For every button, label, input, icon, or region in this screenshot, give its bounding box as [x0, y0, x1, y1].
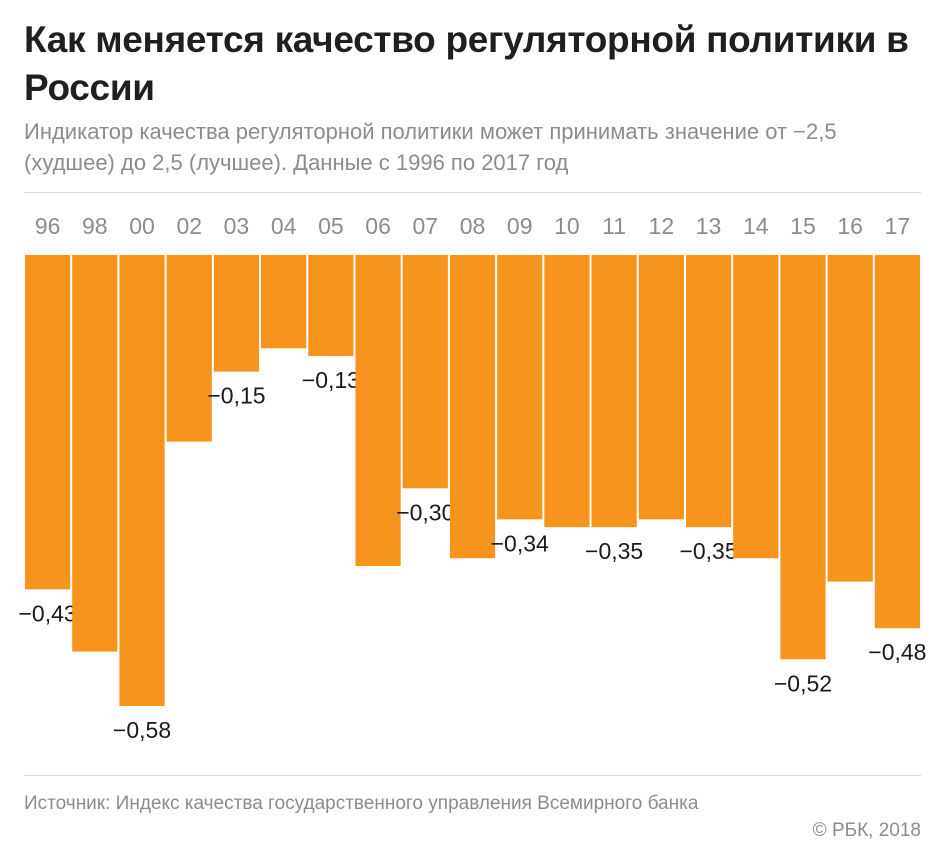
value-label-11: −0,35 — [585, 538, 643, 564]
value-label-96: −0,43 — [19, 600, 77, 626]
year-label-17: 17 — [885, 213, 911, 239]
year-label-12: 12 — [649, 213, 675, 239]
year-label-13: 13 — [696, 213, 722, 239]
year-label-06: 06 — [365, 213, 391, 239]
top-divider — [24, 192, 921, 193]
bar-96 — [25, 255, 71, 590]
year-label-96: 96 — [35, 213, 61, 239]
bar-12 — [638, 255, 684, 520]
value-label-03: −0,15 — [207, 383, 265, 409]
value-label-09: −0,34 — [491, 530, 549, 556]
bar-02 — [166, 255, 212, 442]
source-note: Источник: Индекс качества государственно… — [24, 793, 699, 814]
year-label-07: 07 — [412, 213, 438, 239]
year-label-15: 15 — [790, 213, 816, 239]
year-label-98: 98 — [82, 213, 108, 239]
bar-04 — [261, 255, 307, 349]
chart-subtitle: Индикатор качества регуляторной политики… — [24, 119, 837, 175]
bar-14 — [733, 255, 779, 559]
value-label-00: −0,58 — [113, 717, 171, 743]
year-label-02: 02 — [176, 213, 202, 239]
value-label-15: −0,52 — [774, 670, 832, 696]
bar-10 — [544, 255, 590, 528]
value-label-13: −0,35 — [679, 538, 737, 564]
value-label-07: −0,30 — [396, 499, 454, 525]
bar-08 — [449, 255, 496, 559]
bar-03 — [213, 255, 260, 372]
bar-98 — [72, 255, 118, 652]
year-label-05: 05 — [318, 213, 344, 239]
bar-00 — [119, 255, 165, 706]
year-label-14: 14 — [743, 213, 769, 239]
bar-11 — [591, 255, 637, 528]
year-label-10: 10 — [554, 213, 580, 239]
year-label-04: 04 — [271, 213, 297, 239]
year-label-16: 16 — [837, 213, 863, 239]
year-label-09: 09 — [507, 213, 533, 239]
value-label-17: −0,48 — [868, 639, 926, 665]
year-label-11: 11 — [602, 213, 626, 239]
bar-17 — [874, 255, 920, 629]
bottom-divider — [24, 775, 921, 776]
year-label-00: 00 — [129, 213, 155, 239]
bar-13 — [685, 255, 732, 528]
bar-16 — [827, 255, 873, 582]
copyright: © РБК, 2018 — [812, 820, 921, 841]
chart-title: Как меняется качество регуляторной полит… — [24, 19, 909, 108]
bar-06 — [355, 255, 401, 567]
bar-05 — [308, 255, 354, 357]
value-label-05: −0,13 — [302, 367, 360, 393]
year-label-03: 03 — [224, 213, 250, 239]
bar-07 — [402, 255, 448, 489]
bar-15 — [780, 255, 826, 660]
year-label-08: 08 — [460, 213, 486, 239]
bar-09 — [497, 255, 543, 520]
